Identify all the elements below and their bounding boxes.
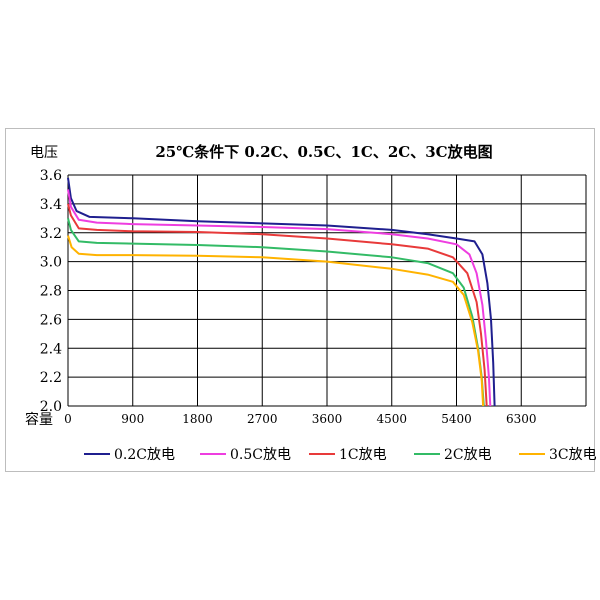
x-tick-label: 5400 [441, 412, 472, 426]
x-tick-label: 6300 [506, 412, 537, 426]
series-lines [67, 177, 496, 407]
x-tick-label: 0 [64, 412, 72, 426]
chart-canvas: 25℃条件下 0.2C、0.5C、1C、2C、3C放电图 电压 容量 2.02.… [25, 143, 596, 463]
x-tick-label: 900 [121, 412, 144, 426]
chart-grid [67, 174, 587, 407]
legend-label-0: 0.2C放电 [114, 447, 175, 463]
y-axis-label: 电压 [30, 145, 58, 161]
series-line-0 [67, 177, 496, 407]
chart-frame: 25℃条件下 0.2C、0.5C、1C、2C、3C放电图 电压 容量 2.0 2.… [5, 128, 596, 472]
y-tick-label: 3.4 [40, 197, 62, 213]
chart-legend: 0.2C放电 0.5C放电 1C放电 2C放电 3C放电 [84, 447, 596, 463]
x-tick-label: 1800 [182, 412, 213, 426]
y-tick-labels: 2.0 2.2 2.4 2.6 2.8 3.0 3.2 3.4 3.6 [40, 168, 62, 415]
y-tick-label: 2.6 [40, 312, 62, 328]
y-tick-label: 3.6 [40, 168, 62, 184]
series-line-3 [67, 218, 485, 407]
y-tick-label: 2.8 [40, 284, 62, 300]
x-axis-label: 容量 [25, 411, 53, 428]
x-tick-labels: 0 900 1800 2700 3600 4500 5400 6300 [64, 412, 536, 426]
chart-title: 25℃条件下 0.2C、0.5C、1C、2C、3C放电图 [155, 143, 492, 161]
series-line-4 [67, 235, 485, 407]
x-tick-label: 3600 [312, 412, 343, 426]
x-tick-label: 2700 [247, 412, 278, 426]
series-line-1 [67, 189, 492, 407]
y-tick-label: 3.2 [40, 226, 62, 242]
series-line-2 [67, 203, 488, 407]
legend-label-2: 1C放电 [339, 447, 387, 463]
y-tick-label: 2.0 [40, 399, 62, 415]
legend-label-1: 0.5C放电 [230, 447, 291, 463]
y-tick-label: 3.0 [40, 255, 62, 271]
y-tick-label: 2.2 [40, 370, 62, 386]
y-tick-label: 2.4 [40, 341, 62, 357]
legend-label-4: 3C放电 [549, 447, 596, 463]
x-tick-label: 4500 [376, 412, 407, 426]
legend-label-3: 2C放电 [444, 447, 492, 463]
